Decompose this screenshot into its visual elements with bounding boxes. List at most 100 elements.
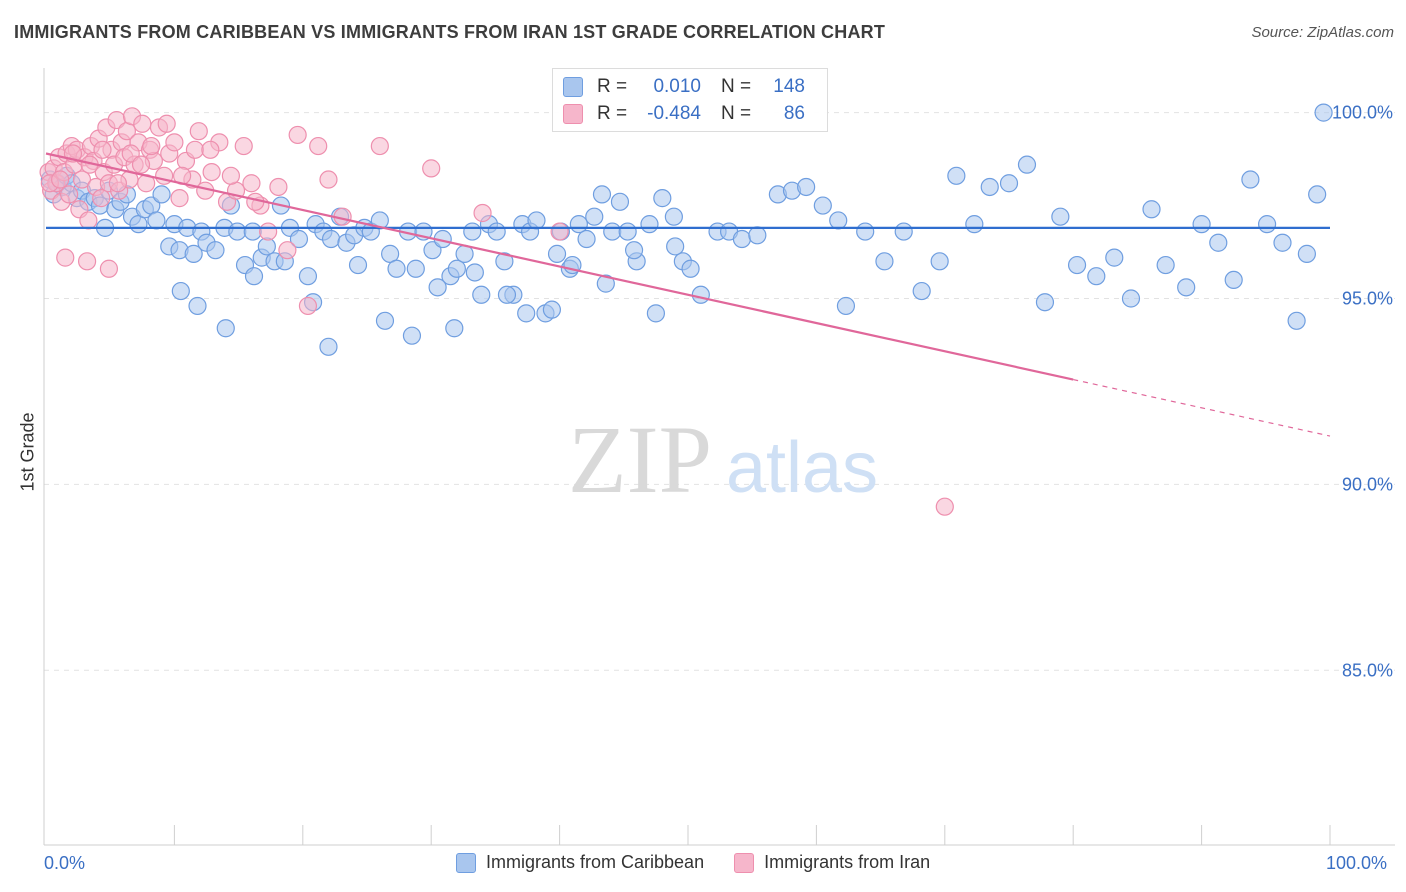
caribbean-point xyxy=(664,207,683,226)
iran-point xyxy=(278,241,297,260)
caribbean-point xyxy=(472,285,491,304)
iran-point xyxy=(51,170,70,189)
caribbean-point xyxy=(1209,233,1228,252)
n-label: N = xyxy=(721,103,752,124)
caribbean-point xyxy=(947,166,966,185)
gridlines xyxy=(44,112,1395,671)
caribbean-point xyxy=(244,267,264,286)
caribbean-point xyxy=(856,222,875,241)
iran-point xyxy=(157,114,176,133)
iran-point xyxy=(298,296,318,316)
watermark-atlas: atlas xyxy=(726,428,878,508)
caribbean-point xyxy=(813,196,832,215)
caribbean-point xyxy=(585,207,604,226)
caribbean-point xyxy=(732,229,752,249)
iran-point xyxy=(133,114,152,133)
caribbean-point xyxy=(428,278,447,297)
caribbean-point xyxy=(666,237,685,256)
caribbean-point xyxy=(375,311,395,330)
iran-point xyxy=(259,222,278,241)
y-tick-label: 85.0% xyxy=(1342,660,1393,680)
legend-label-iran: Immigrants from Iran xyxy=(764,852,931,872)
caribbean-point xyxy=(188,296,207,316)
x-tick-min: 0.0% xyxy=(44,853,86,873)
iran-point xyxy=(422,159,441,178)
iran-point xyxy=(92,189,111,208)
caribbean-point xyxy=(1241,170,1260,189)
caribbean-point xyxy=(147,211,166,230)
iran-point xyxy=(56,248,75,267)
y-tick-label: 100.0% xyxy=(1332,103,1393,123)
iran-point xyxy=(165,133,184,152)
caribbean-point xyxy=(1142,200,1161,219)
caribbean-point xyxy=(640,215,659,234)
iran-point xyxy=(170,189,189,208)
caribbean-point xyxy=(1297,244,1316,263)
caribbean-point xyxy=(596,274,615,293)
caribbean-point xyxy=(1105,248,1124,267)
iran-point xyxy=(473,203,492,223)
iran-point xyxy=(121,144,140,163)
caribbean-point xyxy=(348,255,368,275)
caribbean-point xyxy=(406,259,425,278)
caribbean-point xyxy=(527,211,546,230)
iran-point xyxy=(77,252,97,271)
legend-label-caribbean: Immigrants from Caribbean xyxy=(486,852,705,872)
iran-point xyxy=(189,122,208,141)
correlation-legend: R = 0.010 N = 148 R = -0.484 N = 86 xyxy=(552,68,828,132)
caribbean-point xyxy=(691,285,710,304)
chart-title: IMMIGRANTS FROM CARIBBEAN VS IMMIGRANTS … xyxy=(14,22,886,42)
iran-point xyxy=(108,174,128,193)
iran-point xyxy=(202,162,221,182)
n-label: N = xyxy=(721,76,752,97)
caribbean-point xyxy=(1273,233,1292,252)
caribbean-point xyxy=(321,229,341,249)
r-label: R = xyxy=(597,103,628,124)
caribbean-point xyxy=(1224,270,1243,290)
caribbean-point xyxy=(894,222,913,241)
series-legend: Immigrants from Caribbean Immigrants fro… xyxy=(456,852,960,873)
caribbean-point xyxy=(495,252,514,271)
iran-point xyxy=(242,174,261,193)
caribbean-point xyxy=(836,296,856,316)
caribbean-point xyxy=(1308,185,1327,204)
caribbean-point xyxy=(547,244,567,263)
legend-item-iran: Immigrants from Iran xyxy=(734,852,930,873)
caribbean-point xyxy=(289,229,309,249)
caribbean-point xyxy=(1192,215,1211,234)
caribbean-point xyxy=(1177,278,1196,297)
caribbean-point xyxy=(487,222,506,241)
caribbean-point xyxy=(1017,155,1037,174)
caribbean-point xyxy=(930,252,949,271)
caribbean-point xyxy=(1314,103,1333,122)
r-label: R = xyxy=(597,76,628,97)
x-tick-max: 100.0% xyxy=(1326,853,1388,873)
iran-point xyxy=(550,222,569,241)
iran-point xyxy=(142,136,161,156)
y-tick-label: 90.0% xyxy=(1342,474,1393,494)
iran-point xyxy=(79,211,98,230)
caribbean-point xyxy=(1121,289,1141,308)
caribbean-point xyxy=(592,185,612,204)
iran-trend-line-extension xyxy=(1073,378,1331,437)
iran-point xyxy=(234,136,253,156)
iran-legend-swatch xyxy=(734,852,755,873)
iran-point xyxy=(309,136,328,156)
caribbean-point xyxy=(1156,255,1175,275)
caribbean-point xyxy=(912,281,931,301)
n-value: 86 xyxy=(783,103,805,124)
caribbean-point xyxy=(610,192,630,211)
caribbean-points xyxy=(40,103,1333,356)
caribbean-point xyxy=(445,319,464,338)
watermark-zip: ZIP xyxy=(568,406,712,513)
iran-swatch xyxy=(563,104,583,124)
caribbean-point xyxy=(1087,267,1106,286)
y-tick-label: 95.0% xyxy=(1342,288,1393,308)
zipatlas-watermark: ZIP atlas xyxy=(568,406,878,513)
caribbean-point xyxy=(243,222,262,241)
caribbean-point xyxy=(1067,255,1087,275)
iran-point xyxy=(72,170,92,189)
caribbean-point xyxy=(542,300,561,319)
caribbean-point xyxy=(1051,207,1070,226)
caribbean-point xyxy=(618,222,637,241)
